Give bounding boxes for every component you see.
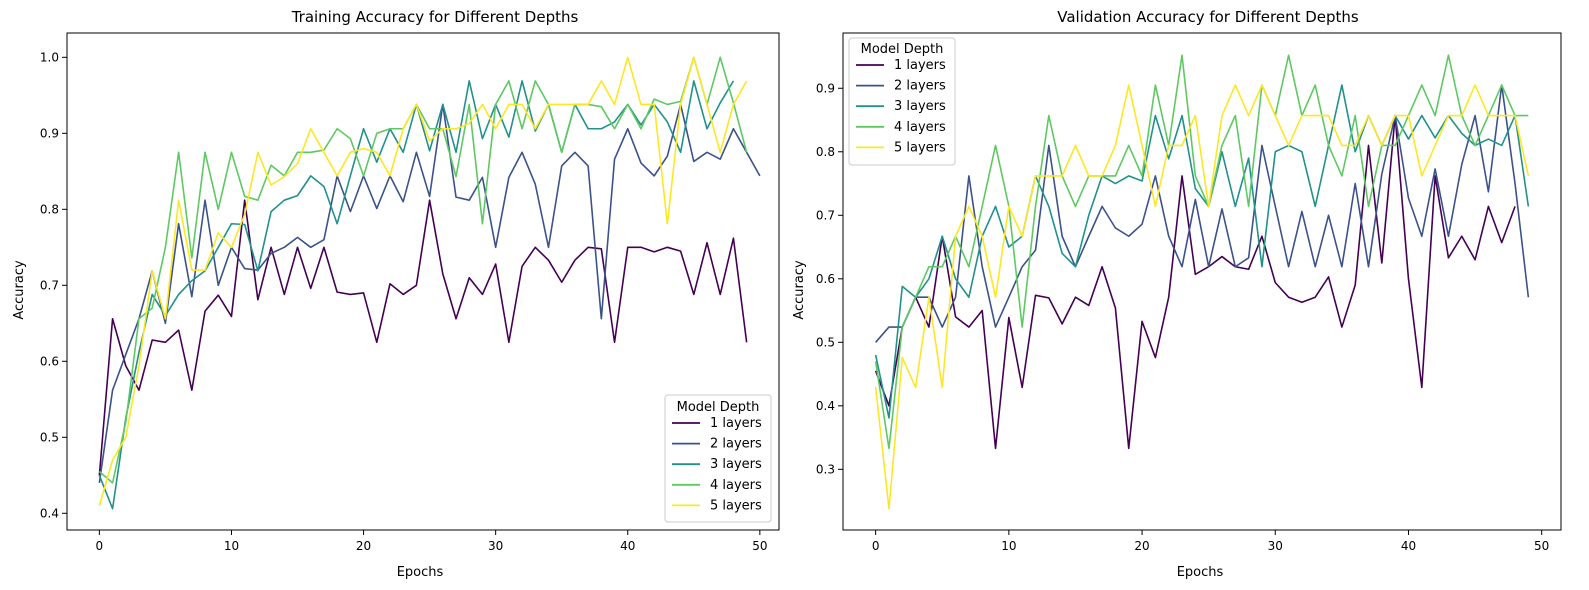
axis-ticks: 0 10 20 30 40 50 0.3 0.4 0.5 0.6 0.7 0.8 0.9 — [816, 81, 1549, 553]
y-tick-label: 0.6 — [40, 354, 59, 368]
y-tick-label: 0.9 — [816, 81, 835, 95]
x-tick-label: 30 — [1268, 539, 1283, 553]
x-tick-label: 20 — [356, 539, 371, 553]
legend-box — [664, 394, 772, 523]
series-line-5-layers — [874, 84, 1530, 510]
y-tick-label: 0.8 — [40, 202, 59, 216]
plot-frame — [842, 32, 1562, 531]
legend-entry-label: 1 layers — [894, 58, 946, 73]
series-lines — [874, 54, 1530, 510]
y-tick-label: 0.7 — [40, 278, 59, 292]
legend-entry-label: 3 layers — [710, 457, 762, 472]
validation-accuracy-panel: Validation Accuracy for Different Depths… — [792, 8, 1562, 580]
series-line-5-layers — [98, 56, 748, 506]
y-tick-label: 0.9 — [40, 126, 59, 140]
x-tick-label: 0 — [872, 539, 880, 553]
series-line-4-layers — [874, 54, 1529, 450]
x-tick-label: 50 — [752, 539, 767, 553]
y-tick-label: 0.4 — [816, 399, 835, 413]
legend: Model Depth 1 layers 2 layers 3 layers 4 la… — [848, 37, 956, 166]
x-tick-label: 10 — [224, 539, 239, 553]
y-tick-label: 0.6 — [816, 272, 835, 286]
legend-entry-label: 1 layers — [710, 416, 762, 431]
chart-title: Validation Accuracy for Different Depths — [1057, 8, 1359, 26]
chart-title: Training Accuracy for Different Depths — [291, 8, 579, 26]
series-line-4-layers — [98, 56, 748, 484]
x-axis-label: Epochs — [397, 565, 444, 580]
y-tick-label: 0.8 — [816, 145, 835, 159]
legend-box — [848, 37, 956, 166]
series-lines — [98, 56, 761, 510]
series-line-1-layers — [98, 199, 748, 476]
x-tick-label: 50 — [1534, 539, 1549, 553]
legend-items: 1 layers 2 layers 3 layers 4 layers 5 layers — [672, 416, 762, 513]
x-tick-label: 0 — [96, 539, 104, 553]
x-tick-label: 10 — [1001, 539, 1016, 553]
training-accuracy-panel: Training Accuracy for Different Depths E… — [12, 8, 780, 580]
series-line-1-layers — [874, 114, 1516, 450]
plot-frame — [66, 32, 780, 531]
x-tick-label: 40 — [620, 539, 635, 553]
legend-entry-label: 2 layers — [894, 79, 946, 94]
x-axis-label: Epochs — [1177, 565, 1224, 580]
legend-entry-label: 3 layers — [894, 99, 946, 114]
x-tick-label: 40 — [1401, 539, 1416, 553]
y-axis-label: Accuracy — [792, 260, 807, 320]
legend-entry-label: 2 layers — [710, 437, 762, 452]
legend-entry-label: 5 layers — [710, 498, 762, 513]
legend-entry-label: 4 layers — [894, 120, 946, 135]
axis-ticks: 0 10 20 30 40 50 0.4 0.5 0.6 0.7 0.8 0.9 1.0 — [40, 50, 768, 553]
legend-items: 1 layers 2 layers 3 layers 4 layers 5 layers — [856, 58, 946, 155]
series-line-3-layers — [98, 80, 735, 510]
y-tick-label: 0.4 — [40, 506, 59, 520]
series-line-2-layers — [98, 103, 761, 483]
y-tick-label: 0.3 — [816, 462, 835, 476]
legend-entry-label: 4 layers — [710, 478, 762, 493]
x-tick-label: 30 — [488, 539, 503, 553]
series-line-3-layers — [874, 84, 1530, 419]
legend-title: Model Depth — [861, 42, 944, 57]
x-tick-label: 20 — [1134, 539, 1149, 553]
y-tick-label: 1.0 — [40, 50, 59, 64]
y-axis-label: Accuracy — [12, 260, 27, 320]
y-tick-label: 0.5 — [816, 335, 835, 349]
y-tick-label: 0.7 — [816, 208, 835, 222]
legend-title: Model Depth — [677, 400, 760, 415]
legend: Model Depth 1 layers 2 layers 3 layers 4 la… — [664, 394, 772, 523]
y-tick-label: 0.5 — [40, 430, 59, 444]
series-line-2-layers — [875, 84, 1530, 343]
legend-entry-label: 5 layers — [894, 140, 946, 155]
